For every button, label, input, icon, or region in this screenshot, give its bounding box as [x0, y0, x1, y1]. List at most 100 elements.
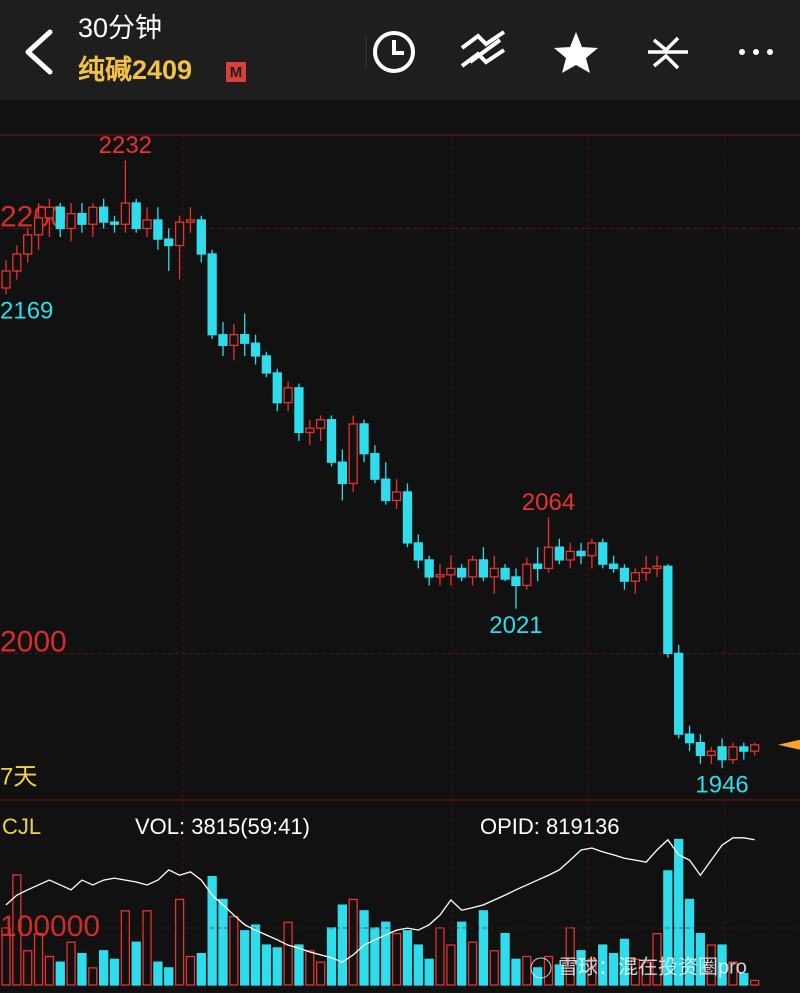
candle-body [109, 221, 120, 225]
period-note: 7天 [0, 763, 37, 790]
candle-body [500, 567, 510, 580]
candle-body [174, 221, 185, 247]
volume-bar [240, 930, 250, 986]
volume-bar [305, 950, 315, 986]
watermark: 雪球：混在投资圈pro [558, 955, 747, 978]
candle-body [348, 423, 358, 485]
candle-body [674, 652, 684, 735]
candle-body [315, 419, 326, 429]
volume-bar [478, 910, 489, 986]
volume-bar [608, 952, 619, 986]
volume-bar [272, 947, 282, 986]
y-tick-label: 100000 [0, 910, 100, 943]
period: 30分钟 [78, 13, 162, 43]
candle-body [250, 342, 261, 357]
draw-icon[interactable] [460, 30, 506, 68]
candle-body [641, 567, 651, 574]
candle-body [728, 746, 738, 761]
star-icon[interactable] [554, 32, 598, 73]
candle-body [283, 387, 293, 404]
candle-body [598, 542, 608, 565]
volume-bar [706, 944, 716, 986]
volume-bar [131, 941, 141, 986]
oi-line [5, 837, 755, 963]
candle-body [684, 733, 695, 744]
candle-body [717, 746, 727, 761]
volume-bar [457, 921, 467, 986]
candle-body [326, 419, 337, 463]
volume-bar [109, 958, 120, 986]
candle-body [706, 750, 716, 757]
candle-body [88, 206, 98, 225]
indicator-text: OPID: 819136 [480, 814, 619, 839]
candle-body [359, 423, 369, 455]
volume-bar [619, 938, 630, 986]
candle-body [565, 550, 575, 561]
volume-bar [630, 958, 640, 986]
volume-bar [674, 838, 684, 986]
volume-bar [684, 898, 695, 986]
candle-body [44, 206, 55, 219]
indicator-icon[interactable] [648, 36, 688, 70]
back-button[interactable] [25, 29, 53, 75]
volume-bar [381, 921, 391, 986]
candle-body [739, 746, 749, 752]
volume-bar [153, 961, 163, 986]
candle-body [695, 741, 706, 757]
candle-body [554, 546, 564, 561]
candle-body [402, 491, 413, 544]
candle-body [153, 219, 163, 240]
candle-body [663, 565, 673, 655]
candle-body [652, 565, 662, 570]
candle-body [424, 559, 434, 578]
extreme-label: 2232 [99, 132, 152, 159]
volume-bar [576, 950, 586, 986]
candle-body [142, 219, 152, 230]
candle-body [511, 576, 521, 587]
candle-body [120, 202, 130, 225]
candle-body [576, 550, 586, 557]
volume-bar [12, 874, 22, 986]
volume-bar [402, 930, 413, 986]
candle-body [446, 567, 456, 576]
volume-bar [315, 961, 326, 986]
volume-bar [739, 972, 749, 986]
volume-bar [218, 898, 228, 986]
candle-body [218, 334, 228, 346]
candle-body [23, 234, 33, 255]
candle-body [207, 253, 217, 336]
candle-body [370, 453, 380, 480]
volume-bar [164, 967, 174, 986]
candle-body [131, 202, 141, 230]
volume-bar [142, 910, 152, 986]
clock-icon[interactable] [373, 31, 415, 73]
volume-bar [207, 875, 217, 986]
candle-body [413, 542, 423, 561]
candle-body [467, 559, 478, 578]
candle-body [478, 559, 489, 578]
indicator-text: VOL: 3815(59:41) [135, 814, 310, 839]
volume-bar [337, 904, 348, 986]
volume-bar [717, 944, 727, 986]
volume-bar [99, 950, 109, 986]
extreme-label: 2169 [0, 298, 53, 325]
volume-bar [543, 955, 554, 986]
candle-body [522, 563, 532, 587]
more-icon[interactable] [739, 49, 773, 55]
candle-body [99, 206, 109, 223]
volume-bar [489, 950, 499, 986]
volume-bar [728, 961, 738, 986]
candle-body [305, 427, 315, 434]
candle-body [381, 478, 391, 502]
volume-bar [250, 924, 261, 986]
candle-body [750, 744, 760, 752]
volume-bar [522, 955, 532, 986]
volume-bar [370, 927, 380, 986]
candle-body [489, 567, 499, 578]
volume-bar [750, 979, 760, 986]
candle-body [261, 355, 272, 374]
volume-bar [185, 955, 196, 986]
volume-bar [120, 910, 130, 986]
